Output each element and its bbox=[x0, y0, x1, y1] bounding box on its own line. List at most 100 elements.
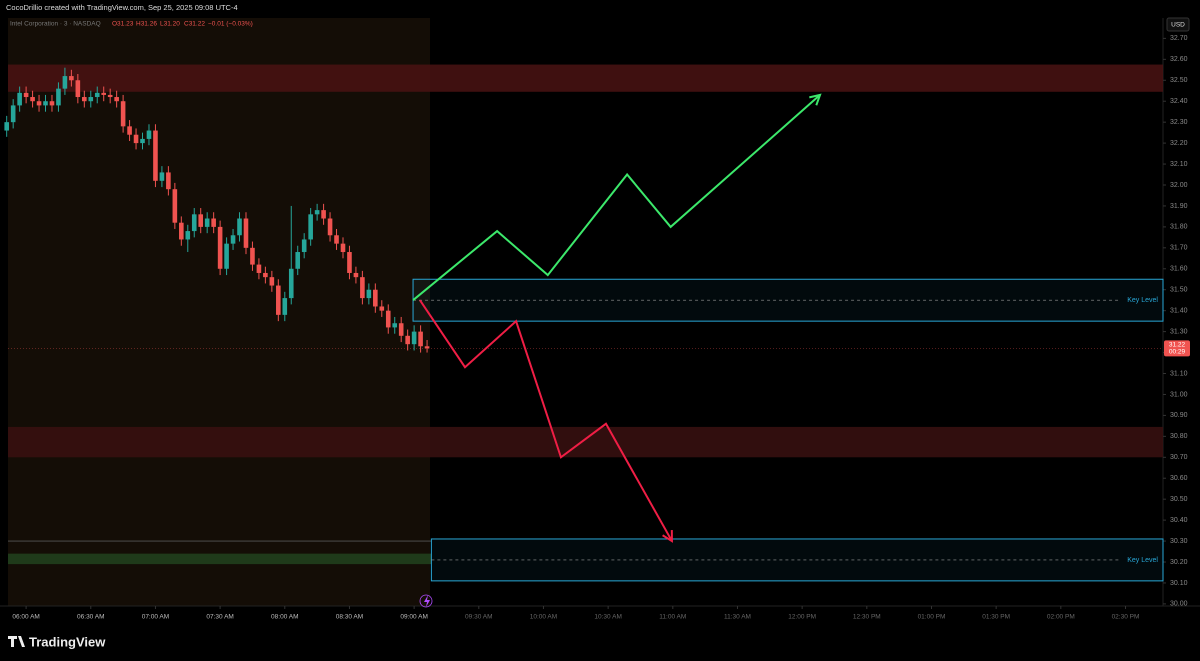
logo bbox=[8, 636, 25, 647]
candle-body bbox=[23, 92, 29, 98]
y-tick-label: 32.50 bbox=[1170, 77, 1188, 84]
key-level-label: Key Level bbox=[1127, 557, 1158, 564]
arrow-head bbox=[662, 530, 673, 543]
y-tick-label: 32.30 bbox=[1170, 119, 1188, 126]
candle-body bbox=[230, 235, 236, 244]
candle-body bbox=[17, 92, 22, 106]
x-tick-label: 08:00 AM bbox=[271, 614, 298, 621]
x-tick-label: 01:30 PM bbox=[982, 614, 1010, 621]
candle-body bbox=[288, 268, 294, 299]
candle-body bbox=[243, 218, 249, 248]
x-tick-label: 07:30 AM bbox=[206, 614, 233, 621]
symbol: Intel Corporation · 3 · NASDAQ bbox=[10, 21, 101, 28]
ohlc-value: C31.22 bbox=[184, 21, 205, 28]
candle-body bbox=[411, 331, 417, 345]
event-icon-ring bbox=[419, 594, 433, 608]
countdown: 00:29 bbox=[1169, 349, 1186, 356]
candle-body bbox=[146, 130, 152, 139]
y-tick-label: 30.20 bbox=[1170, 559, 1188, 566]
candle-body bbox=[133, 134, 139, 144]
candle-body bbox=[107, 94, 113, 98]
x-tick-label: 09:30 AM bbox=[465, 614, 492, 621]
y-tick-label: 30.10 bbox=[1170, 580, 1188, 587]
candle-body bbox=[120, 101, 126, 127]
y-tick-label: 30.60 bbox=[1170, 475, 1188, 482]
last-price-label: 31.22 bbox=[1169, 342, 1186, 349]
x-tick-label: 12:30 PM bbox=[853, 614, 881, 621]
x-tick-label: 10:30 AM bbox=[594, 614, 621, 621]
candle-body bbox=[69, 76, 74, 81]
x-tick-label: 08:30 AM bbox=[336, 614, 363, 621]
session-shade bbox=[8, 18, 430, 606]
ohlc-value: L31.20 bbox=[160, 21, 180, 28]
y-tick-label: 31.80 bbox=[1170, 224, 1188, 231]
candle-body bbox=[101, 92, 107, 95]
credit: CocoDrillio created with TradingView.com… bbox=[6, 3, 238, 12]
change: −0.01 (−0.03%) bbox=[208, 21, 253, 28]
currency: USD bbox=[1171, 22, 1185, 29]
y-tick-label: 32.10 bbox=[1170, 161, 1188, 168]
candle-body bbox=[282, 298, 288, 315]
candle-body bbox=[269, 277, 275, 286]
y-tick-label: 30.90 bbox=[1170, 412, 1188, 419]
y-tick-label: 31.60 bbox=[1170, 266, 1188, 273]
currency-box bbox=[1166, 17, 1190, 32]
brand: TradingView bbox=[29, 634, 106, 649]
candle-body bbox=[43, 101, 48, 106]
candle-body bbox=[82, 97, 87, 102]
last-price-tag bbox=[1164, 340, 1190, 357]
candle-body bbox=[308, 214, 313, 240]
projection-path bbox=[412, 94, 821, 301]
y-tick-label: 30.30 bbox=[1170, 538, 1188, 545]
candle-body bbox=[327, 218, 333, 236]
candle-body bbox=[166, 172, 171, 190]
candle-body bbox=[217, 226, 223, 269]
x-tick-label: 06:30 AM bbox=[77, 614, 104, 621]
candle-body bbox=[30, 97, 35, 102]
y-tick-label: 32.40 bbox=[1170, 98, 1188, 105]
x-tick-label: 01:00 PM bbox=[918, 614, 946, 621]
y-tick-label: 30.80 bbox=[1170, 433, 1188, 440]
zone bbox=[8, 64, 1163, 92]
ohlc-legend: O31.23 H31.26 L31.20 C31.22 −0.01 (−0.03%) bbox=[112, 21, 253, 28]
y-tick-label: 30.70 bbox=[1170, 454, 1188, 461]
y-tick-label: 31.30 bbox=[1170, 328, 1188, 335]
candle-body bbox=[56, 88, 61, 106]
projection-path bbox=[419, 299, 673, 542]
y-tick-label: 31.00 bbox=[1170, 391, 1188, 398]
x-tick-label: 11:00 AM bbox=[659, 614, 686, 621]
y-tick-label: 30.00 bbox=[1170, 601, 1188, 608]
y-tick-label: 31.50 bbox=[1170, 287, 1188, 294]
candle-body bbox=[379, 306, 385, 311]
y-tick-label: 32.20 bbox=[1170, 140, 1188, 147]
ohlc-value: H31.26 bbox=[136, 21, 157, 28]
x-tick-label: 12:00 PM bbox=[788, 614, 816, 621]
candle-body bbox=[340, 243, 346, 253]
y-tick-label: 32.00 bbox=[1170, 182, 1188, 189]
candle-body bbox=[10, 105, 16, 123]
x-tick-label: 11:30 AM bbox=[724, 614, 751, 621]
candle-body bbox=[179, 222, 184, 240]
candle-body bbox=[36, 101, 42, 106]
y-tick-label: 31.70 bbox=[1170, 245, 1188, 252]
y-tick-label: 31.10 bbox=[1170, 370, 1188, 377]
candle-body bbox=[276, 285, 281, 315]
candle-body bbox=[62, 76, 68, 89]
candle-body bbox=[360, 277, 365, 299]
y-tick-label: 31.40 bbox=[1170, 308, 1188, 315]
candle-body bbox=[373, 289, 378, 307]
y-tick-label: 30.40 bbox=[1170, 517, 1188, 524]
candle-body bbox=[159, 172, 165, 181]
y-tick-label: 32.60 bbox=[1170, 56, 1188, 63]
event-icon bbox=[424, 595, 430, 607]
y-tick-label: 31.90 bbox=[1170, 203, 1188, 210]
candle-body bbox=[295, 252, 301, 269]
candle-body bbox=[418, 331, 423, 347]
candle-body bbox=[347, 252, 352, 273]
x-tick-label: 02:30 PM bbox=[1112, 614, 1140, 621]
candle-body bbox=[301, 239, 307, 253]
candle-body bbox=[263, 272, 268, 278]
support-band bbox=[8, 553, 432, 565]
candle-body bbox=[88, 97, 94, 102]
